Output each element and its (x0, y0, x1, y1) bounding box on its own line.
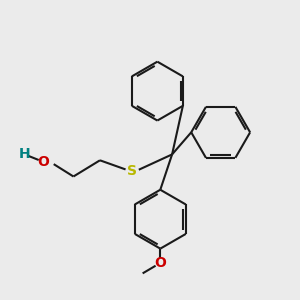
Text: S: S (127, 164, 137, 178)
Text: H: H (19, 147, 31, 161)
Text: O: O (38, 155, 49, 170)
Text: O: O (154, 256, 166, 270)
